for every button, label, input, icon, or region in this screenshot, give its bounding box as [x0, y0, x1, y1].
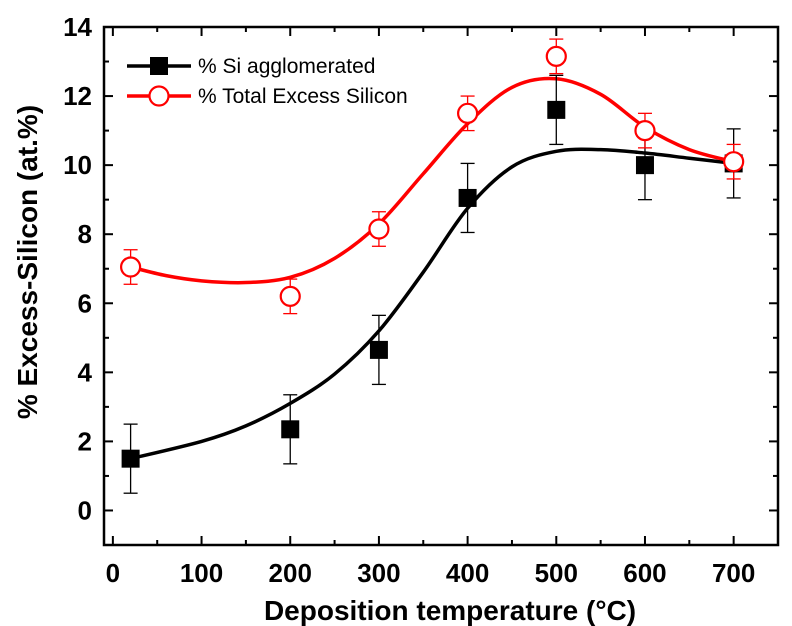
y-tick-label: 2: [78, 426, 92, 456]
x-tick-label: 400: [446, 558, 489, 588]
data-point-circle: [368, 218, 390, 240]
y-axis-title: % Excess-Silicon (at.%): [12, 105, 43, 419]
y-tick-label: 6: [78, 288, 92, 318]
data-point-circle: [120, 256, 142, 278]
data-markers: [120, 45, 745, 468]
plot-frame: [102, 25, 780, 547]
x-tick-label: 100: [180, 558, 223, 588]
axis-ticks: 0 100 200 300 400 500 600 700 0 2 4 6 8 10 12 14: [63, 12, 778, 588]
x-tick-label: 200: [269, 558, 312, 588]
fit-curve-total-excess-silicon: [130, 76, 735, 285]
data-point-square: [121, 449, 140, 468]
fit-curve-si-agglomerated: [130, 147, 734, 461]
x-tick-label: 700: [712, 558, 755, 588]
x-tick-label: 600: [623, 558, 666, 588]
legend: % Si agglomerated % Total Excess Silicon: [127, 55, 408, 108]
x-tick-label: 500: [535, 558, 578, 588]
y-tick-label: 12: [63, 81, 92, 111]
fit-curves: [130, 76, 735, 461]
data-point-square: [281, 420, 300, 439]
y-tick-label: 8: [78, 219, 92, 249]
data-point-circle: [457, 102, 479, 124]
data-point-circle: [634, 120, 656, 142]
y-tick-label: 0: [78, 495, 92, 525]
data-point-circle: [545, 45, 567, 67]
data-point-circle: [279, 285, 301, 307]
y-tick-label: 14: [63, 12, 92, 42]
legend-marker-circle: [148, 85, 170, 107]
data-point-square: [547, 100, 566, 119]
plot-border: [102, 25, 780, 547]
y-tick-label: 4: [78, 357, 93, 387]
data-point-circle: [723, 151, 745, 173]
data-point-square: [635, 156, 654, 175]
y-tick-label: 10: [63, 150, 92, 180]
legend-marker-square: [150, 57, 168, 75]
legend-label: % Total Excess Silicon: [198, 85, 408, 108]
x-axis-title: Deposition temperature (°C): [264, 595, 636, 626]
x-tick-label: 300: [357, 558, 400, 588]
data-point-square: [369, 340, 388, 359]
legend-label: % Si agglomerated: [198, 55, 375, 78]
x-tick-label: 0: [106, 558, 120, 588]
data-point-square: [458, 188, 477, 207]
